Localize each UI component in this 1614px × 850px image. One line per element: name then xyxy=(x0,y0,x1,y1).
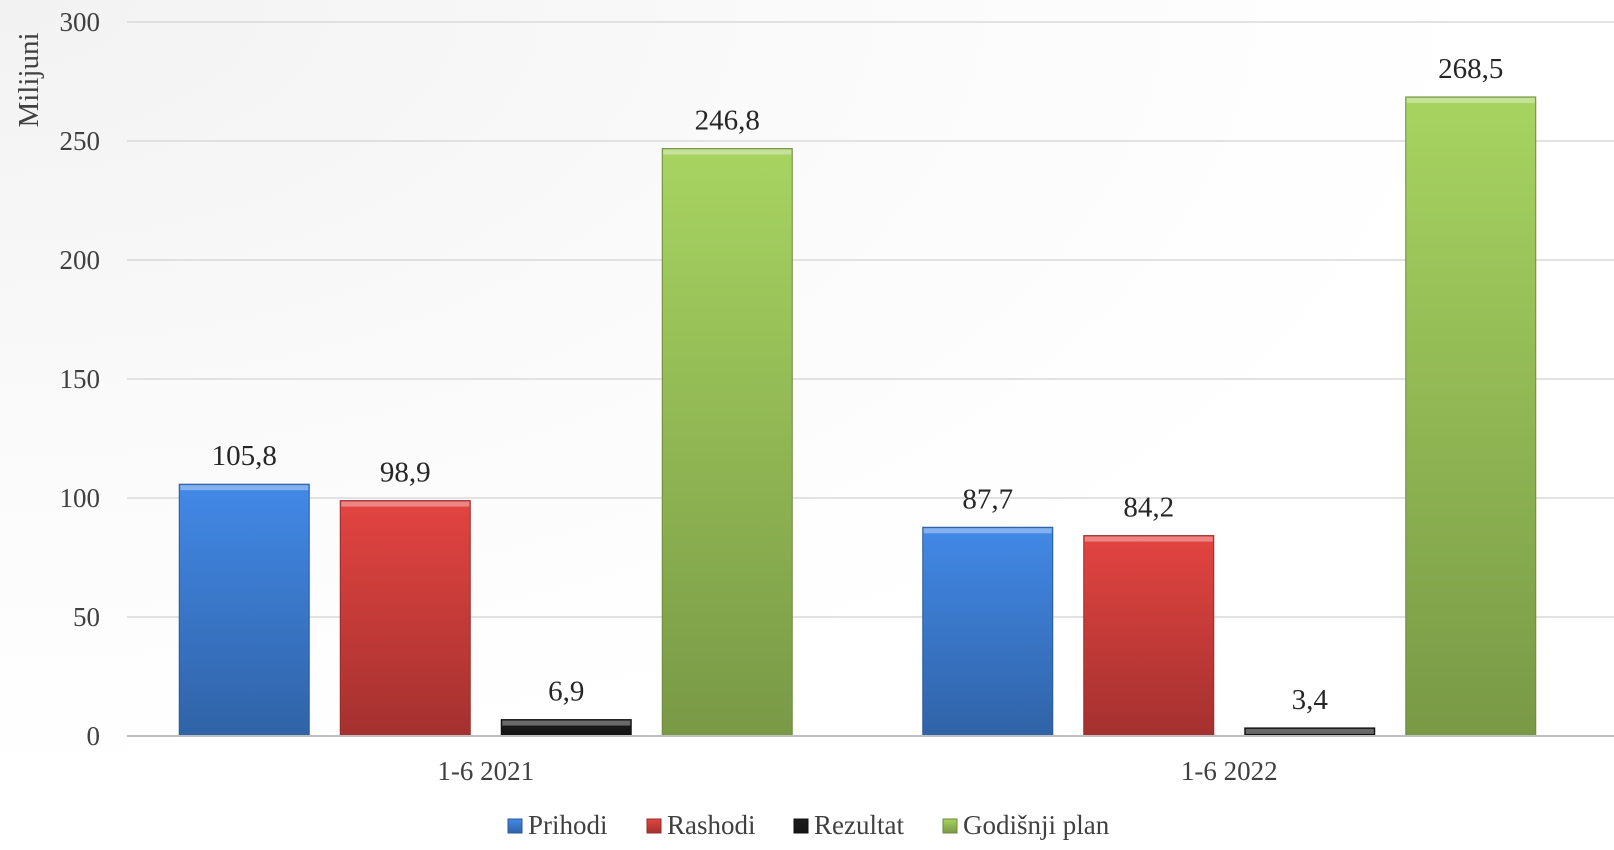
data-label: 6,9 xyxy=(548,676,584,708)
bars xyxy=(178,96,1537,737)
legend-swatch xyxy=(507,818,523,834)
bar-highlight xyxy=(1084,536,1213,542)
x-category-label: 1-6 2021 xyxy=(437,756,534,786)
bar-rashodi xyxy=(1083,535,1215,737)
bar-prihodi xyxy=(922,526,1054,737)
bar-godi-nji-plan xyxy=(661,148,793,737)
y-axis-ticks: 0 50 100 150 200 250 300 xyxy=(60,7,101,751)
bar-highlight xyxy=(502,720,631,726)
data-label: 87,7 xyxy=(962,483,1013,515)
legend-swatch xyxy=(942,818,958,834)
legend-swatch xyxy=(793,818,809,834)
legend-label: Godišnji plan xyxy=(963,810,1110,840)
data-label: 268,5 xyxy=(1438,53,1503,85)
y-tick-label: 50 xyxy=(73,602,100,632)
legend-label: Rashodi xyxy=(667,810,756,840)
data-labels: 105,8 98,9 6,9 246,8 87,7 84,2 3,4 268,5 xyxy=(212,53,1504,716)
legend-label: Rezultat xyxy=(814,810,904,840)
legend: Prihodi Rashodi Rezultat Godišnji plan xyxy=(507,810,1110,840)
bar-highlight xyxy=(663,149,792,155)
bar-highlight xyxy=(923,528,1052,534)
y-tick-label: 100 xyxy=(60,483,101,513)
bar-highlight xyxy=(341,501,470,507)
category-labels: 1-6 2021 1-6 2022 xyxy=(437,756,1277,786)
data-label: 105,8 xyxy=(212,440,277,472)
bar-highlight xyxy=(180,485,309,491)
legend-swatch xyxy=(646,818,662,834)
data-label: 98,9 xyxy=(380,457,431,489)
y-tick-label: 250 xyxy=(60,126,101,156)
data-label: 246,8 xyxy=(695,105,760,137)
x-category-label: 1-6 2022 xyxy=(1181,756,1278,786)
bar-highlight xyxy=(1406,97,1535,103)
bar-highlight xyxy=(1245,728,1374,734)
bar-prihodi xyxy=(178,483,310,737)
data-label: 84,2 xyxy=(1123,492,1174,524)
y-axis-title: Milijuni xyxy=(13,32,45,127)
y-tick-label: 300 xyxy=(60,7,101,37)
bar-godi-nji-plan xyxy=(1405,96,1537,737)
y-tick-label: 0 xyxy=(87,721,101,751)
data-label: 3,4 xyxy=(1292,684,1329,716)
gridlines xyxy=(127,21,1614,618)
y-tick-label: 200 xyxy=(60,245,101,275)
bar-rashodi xyxy=(339,500,471,737)
legend-label: Prihodi xyxy=(528,810,608,840)
y-tick-label: 150 xyxy=(60,364,101,394)
